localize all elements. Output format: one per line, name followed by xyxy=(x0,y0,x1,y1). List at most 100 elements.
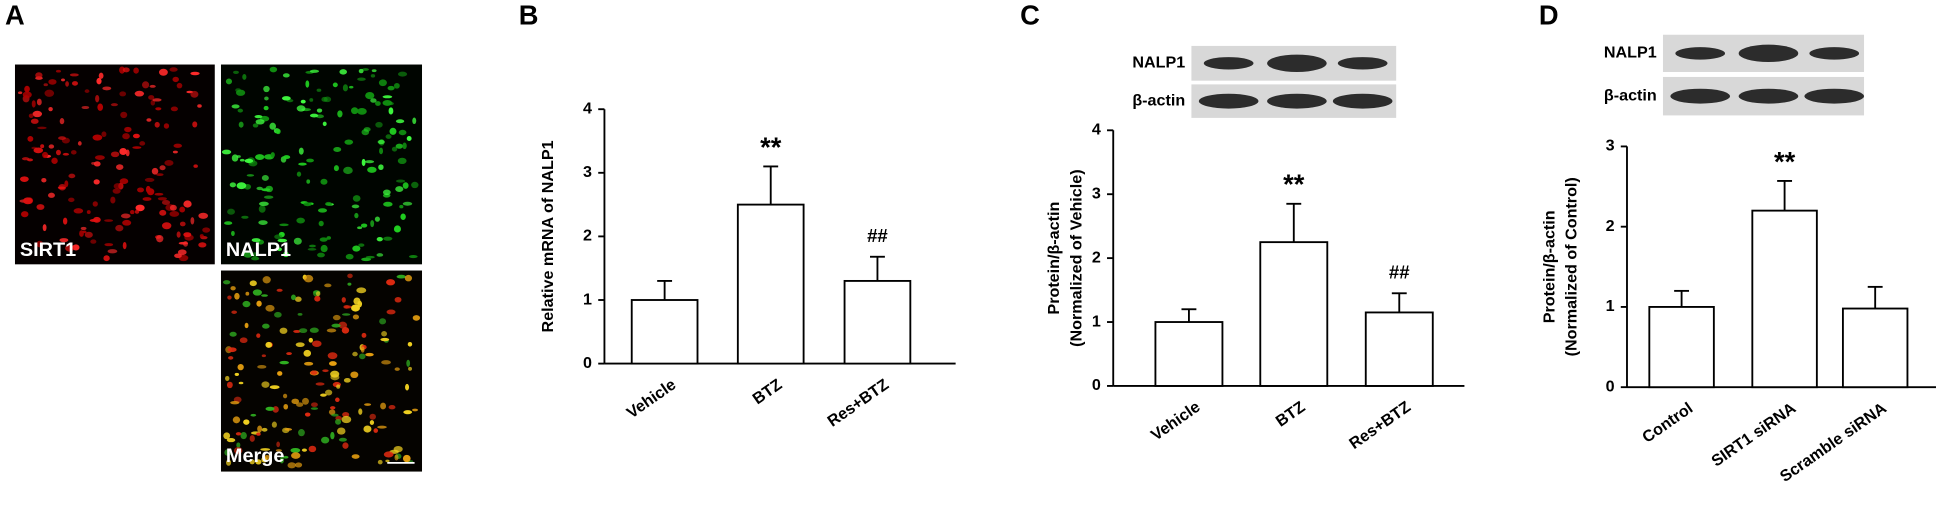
cell-dot xyxy=(159,68,168,76)
y-tick-label: 4 xyxy=(1092,121,1101,139)
cell-dot xyxy=(172,76,179,83)
cell-dot xyxy=(383,201,393,207)
cell-dot xyxy=(343,304,350,309)
cell-dot xyxy=(319,237,328,242)
cell-dot xyxy=(351,204,360,209)
cell-dot xyxy=(376,253,384,257)
cell-dot xyxy=(190,71,200,76)
cell-dot xyxy=(91,161,96,165)
cell-dot xyxy=(283,455,289,459)
cell-dot xyxy=(170,106,178,112)
cell-dot xyxy=(69,73,79,77)
cell-dot xyxy=(361,332,367,338)
cell-dot xyxy=(137,187,144,193)
cell-dot xyxy=(383,451,394,458)
cell-dot xyxy=(297,313,303,316)
cell-dot xyxy=(41,178,47,183)
cell-dot xyxy=(347,273,353,279)
y-tick-label: 1 xyxy=(1092,312,1101,330)
image-label: SIRT1 xyxy=(20,239,76,261)
cell-dots xyxy=(18,66,421,469)
cell-dot xyxy=(294,462,303,468)
blot-band xyxy=(1670,88,1730,104)
cell-dot xyxy=(33,147,44,154)
x-tick-label: BTZ xyxy=(1272,398,1308,431)
cell-dot xyxy=(65,81,69,87)
cell-dot xyxy=(396,274,406,279)
cell-dot xyxy=(202,227,211,233)
cell-dot xyxy=(357,77,366,81)
cell-dot xyxy=(119,91,127,97)
cell-dot xyxy=(22,197,33,205)
cell-dot xyxy=(296,402,304,407)
cell-dot xyxy=(198,242,207,248)
cell-dot xyxy=(338,437,347,442)
cell-dot xyxy=(306,179,311,184)
cell-dot xyxy=(134,209,140,214)
cell-dot xyxy=(199,234,204,238)
cell-dot xyxy=(388,404,396,410)
cell-dot xyxy=(262,276,271,284)
cell-dot xyxy=(312,340,322,347)
cell-dot xyxy=(298,162,307,166)
cell-dot xyxy=(382,189,391,196)
y-tick-label: 2 xyxy=(1606,217,1615,235)
cell-dot xyxy=(62,217,68,225)
cell-dot xyxy=(277,247,282,252)
cell-dot xyxy=(265,185,274,193)
cell-dot xyxy=(155,107,162,111)
cell-dot xyxy=(412,117,417,125)
panel-letter: D xyxy=(1539,0,1559,31)
cell-dot xyxy=(249,435,255,442)
cell-dot xyxy=(314,295,321,302)
cell-dot xyxy=(152,98,162,102)
cell-dot xyxy=(335,397,340,402)
cell-dot xyxy=(226,459,232,466)
cell-dot xyxy=(341,415,352,424)
cell-dot xyxy=(376,236,383,242)
cell-dot xyxy=(177,249,187,256)
cell-dot xyxy=(145,185,151,193)
cell-dot xyxy=(402,182,409,189)
cell-dot xyxy=(164,160,174,166)
cell-dot xyxy=(342,313,351,316)
cell-dot xyxy=(385,459,390,463)
cell-dot xyxy=(68,197,75,203)
cell-dot xyxy=(381,331,388,337)
cell-dot xyxy=(377,139,385,145)
cell-dot xyxy=(234,292,240,300)
bar xyxy=(736,203,805,365)
cell-dot xyxy=(224,221,233,225)
cell-dot xyxy=(250,413,257,417)
cell-dot xyxy=(404,274,413,282)
cell-dot xyxy=(261,294,268,297)
cell-dot xyxy=(135,204,145,212)
y-axis-label: (Normalized of Vehicle) xyxy=(1068,169,1086,346)
y-tick-label: 1 xyxy=(583,290,592,308)
cell-dot xyxy=(227,295,232,300)
blot-label: NALP1 xyxy=(1604,44,1657,62)
cell-dot xyxy=(321,96,328,102)
cell-dot xyxy=(341,297,346,303)
blot-band xyxy=(1267,54,1327,72)
cell-dot xyxy=(337,427,346,435)
y-tick-label: 1 xyxy=(1606,297,1615,315)
cell-dot xyxy=(318,220,324,227)
blot-label: NALP1 xyxy=(1132,54,1185,72)
bar xyxy=(1259,241,1329,387)
cell-dot xyxy=(325,201,333,206)
cell-dot xyxy=(286,352,292,356)
cell-dot xyxy=(94,155,105,160)
cell-dot xyxy=(276,288,283,292)
cell-dot xyxy=(290,447,301,453)
cell-dot xyxy=(24,85,30,93)
significance-mark: ** xyxy=(1283,169,1305,200)
cell-dot xyxy=(161,222,172,230)
cell-dot xyxy=(42,224,47,232)
cell-dot xyxy=(354,212,359,219)
cell-dot xyxy=(343,378,351,383)
cell-dot xyxy=(64,180,69,188)
cell-dot xyxy=(239,158,245,162)
cell-dot xyxy=(243,419,250,425)
cell-dot xyxy=(365,352,374,357)
